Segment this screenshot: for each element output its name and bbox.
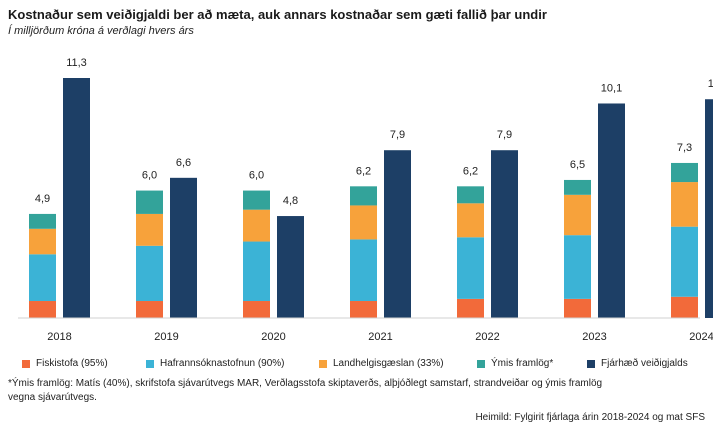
bar-segment-3	[671, 182, 698, 227]
fee-value-label: 10,1	[601, 82, 622, 94]
fee-value-label: 7,9	[390, 129, 405, 141]
legend-item-hafrannsoknastofnun: Hafrannsóknastofnun (90%)	[146, 358, 285, 369]
bar-segment-4	[29, 213, 56, 229]
bar-segment-2	[350, 239, 377, 302]
x-tick-label: 2021	[368, 331, 392, 343]
fee-value-label: 7,9	[497, 129, 512, 141]
bar-segment-4	[350, 186, 377, 206]
legend-label: Ýmis framlög*	[491, 358, 554, 369]
fee-bar	[277, 216, 304, 318]
legend-swatch	[477, 359, 485, 368]
legend-swatch	[146, 359, 154, 368]
footnote: *Ýmis framlög: Matís (40%), skrifstofa s…	[8, 378, 603, 403]
bar-segment-4	[136, 190, 163, 214]
bar-segment-2	[564, 235, 591, 299]
fee-bar	[598, 103, 625, 318]
legend-item-fiskistofa: Fiskistofa (95%)	[22, 358, 108, 369]
bar-segment-1	[457, 298, 484, 318]
bar-segment-1	[671, 296, 698, 318]
legend-swatch	[587, 359, 595, 368]
x-tick-label: 2019	[154, 331, 178, 343]
legend-label: Fjárhæð veiðigjalds	[601, 358, 688, 369]
source-note: Heimild: Fylgirit fjárlaga árin 2018-202…	[475, 412, 705, 423]
bar-segment-4	[671, 162, 698, 183]
bar-segment-1	[136, 301, 163, 318]
bar-segment-2	[243, 241, 270, 302]
bar-segment-1	[29, 301, 56, 318]
legend-item-veidigjald: Fjárhæð veiðigjalds	[587, 358, 688, 369]
bar-segment-2	[457, 237, 484, 299]
legend-swatch	[22, 359, 30, 368]
fee-bar	[63, 78, 90, 318]
x-tick-label: 2024	[689, 331, 713, 343]
bar-segment-4	[564, 179, 591, 195]
legend-item-ymis-framlog: Ýmis framlög*	[477, 358, 553, 369]
fee-value-label: 11,3	[66, 57, 87, 69]
bar-segment-3	[136, 213, 163, 246]
bar-segment-2	[136, 245, 163, 302]
legend-label: Landhelgisgæslan (33%)	[333, 358, 444, 369]
fee-bar	[491, 150, 518, 318]
bar-segment-3	[564, 194, 591, 236]
x-tick-label: 2020	[261, 331, 285, 343]
stack-total-label: 6,0	[249, 170, 264, 182]
fee-value-label: 6,6	[176, 157, 191, 169]
legend-label: Hafrannsóknastofnun (90%)	[160, 358, 285, 369]
fee-bar	[170, 177, 197, 318]
x-tick-label: 2022	[475, 331, 499, 343]
x-tick-label: 2018	[47, 331, 71, 343]
bar-segment-3	[29, 228, 56, 255]
stack-total-label: 6,2	[356, 165, 371, 177]
fee-value-label: 4,8	[283, 195, 298, 207]
bar-chart: 4,9 11,3 2018 6,0 6,6 2019 6,0 4,8 2020 6,2 7,9 202…	[18, 57, 713, 343]
stack-total-label: 7,3	[677, 142, 692, 154]
chart-subtitle: Í milljörðum króna á verðlagi hvers árs	[8, 25, 194, 37]
bar-segment-1	[243, 301, 270, 318]
bar-segment-1	[350, 301, 377, 318]
bar-segment-2	[29, 254, 56, 302]
legend: Fiskistofa (95%) Hafrannsóknastofnun (90…	[22, 358, 712, 374]
stack-total-label: 6,5	[570, 159, 585, 171]
bar-segment-4	[243, 190, 270, 210]
legend-swatch	[319, 359, 327, 368]
bar-segment-3	[243, 209, 270, 242]
x-tick-label: 2023	[582, 331, 606, 343]
bar-segment-1	[564, 298, 591, 318]
legend-item-landhelgisgaeslan: Landhelgisgæslan (33%)	[319, 358, 444, 369]
stack-total-label: 4,9	[35, 193, 50, 205]
fee-bar	[705, 99, 713, 318]
fee-value-label: 10,3	[708, 78, 713, 90]
legend-label: Fiskistofa (95%)	[36, 358, 108, 369]
stack-total-label: 6,0	[142, 170, 157, 182]
bar-segment-4	[457, 186, 484, 204]
bar-segment-3	[350, 205, 377, 240]
fee-bar	[384, 150, 411, 318]
stack-total-label: 6,2	[463, 165, 478, 177]
chart-title: Kostnaður sem veiðigjaldi ber að mæta, a…	[8, 7, 547, 22]
bar-segment-2	[671, 226, 698, 297]
bar-segment-3	[457, 203, 484, 238]
